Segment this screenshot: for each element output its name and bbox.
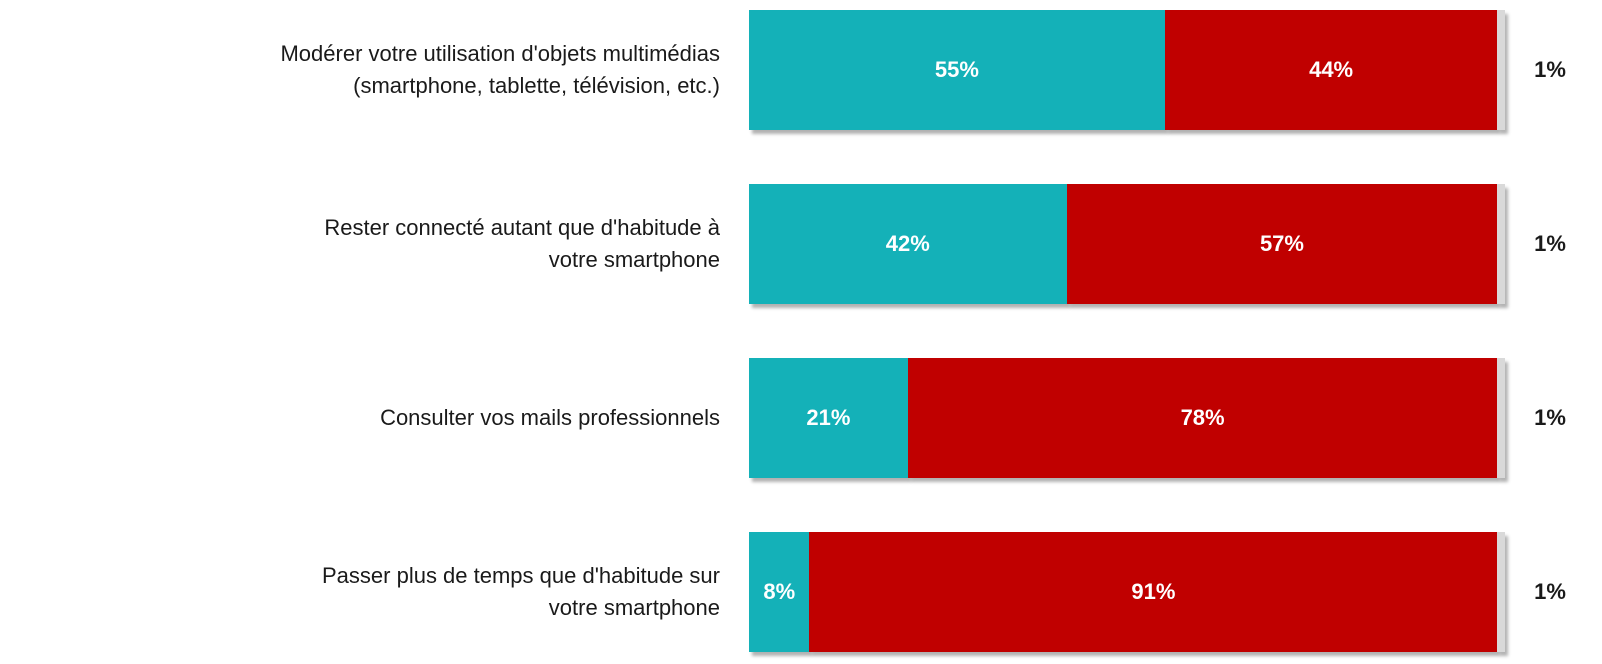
value-label: 55% — [934, 57, 979, 82]
value-label: 1% — [1534, 57, 1566, 82]
bar-segment — [1497, 358, 1505, 478]
category-label: Passer plus de temps que d'habitude sur … — [322, 563, 720, 620]
category-label: Modérer votre utilisation d'objets multi… — [280, 41, 720, 98]
value-label: 44% — [1309, 57, 1354, 82]
value-label: 1% — [1534, 579, 1566, 604]
bar-segment — [1497, 184, 1505, 304]
value-label: 78% — [1180, 405, 1225, 430]
bar-segment — [749, 532, 810, 652]
bar-segment — [907, 358, 1498, 478]
value-label: 91% — [1131, 579, 1176, 604]
bar-segment — [1066, 184, 1498, 304]
bar-segment — [1164, 10, 1498, 130]
value-label: 42% — [885, 231, 930, 256]
bar-segment — [809, 532, 1498, 652]
value-label: 8% — [763, 579, 796, 604]
value-label: 21% — [806, 405, 851, 430]
bar-segment — [749, 184, 1067, 304]
bar-segment — [1497, 532, 1505, 652]
value-label: 1% — [1534, 405, 1566, 430]
category-label: Rester connecté autant que d'habitude à … — [324, 215, 720, 272]
bar-segment — [1497, 10, 1505, 130]
value-label: 1% — [1534, 231, 1566, 256]
bar-segment — [749, 358, 908, 478]
bar-segment — [749, 10, 1165, 130]
category-label: Consulter vos mails professionnels — [380, 405, 720, 430]
value-label: 57% — [1259, 231, 1304, 256]
